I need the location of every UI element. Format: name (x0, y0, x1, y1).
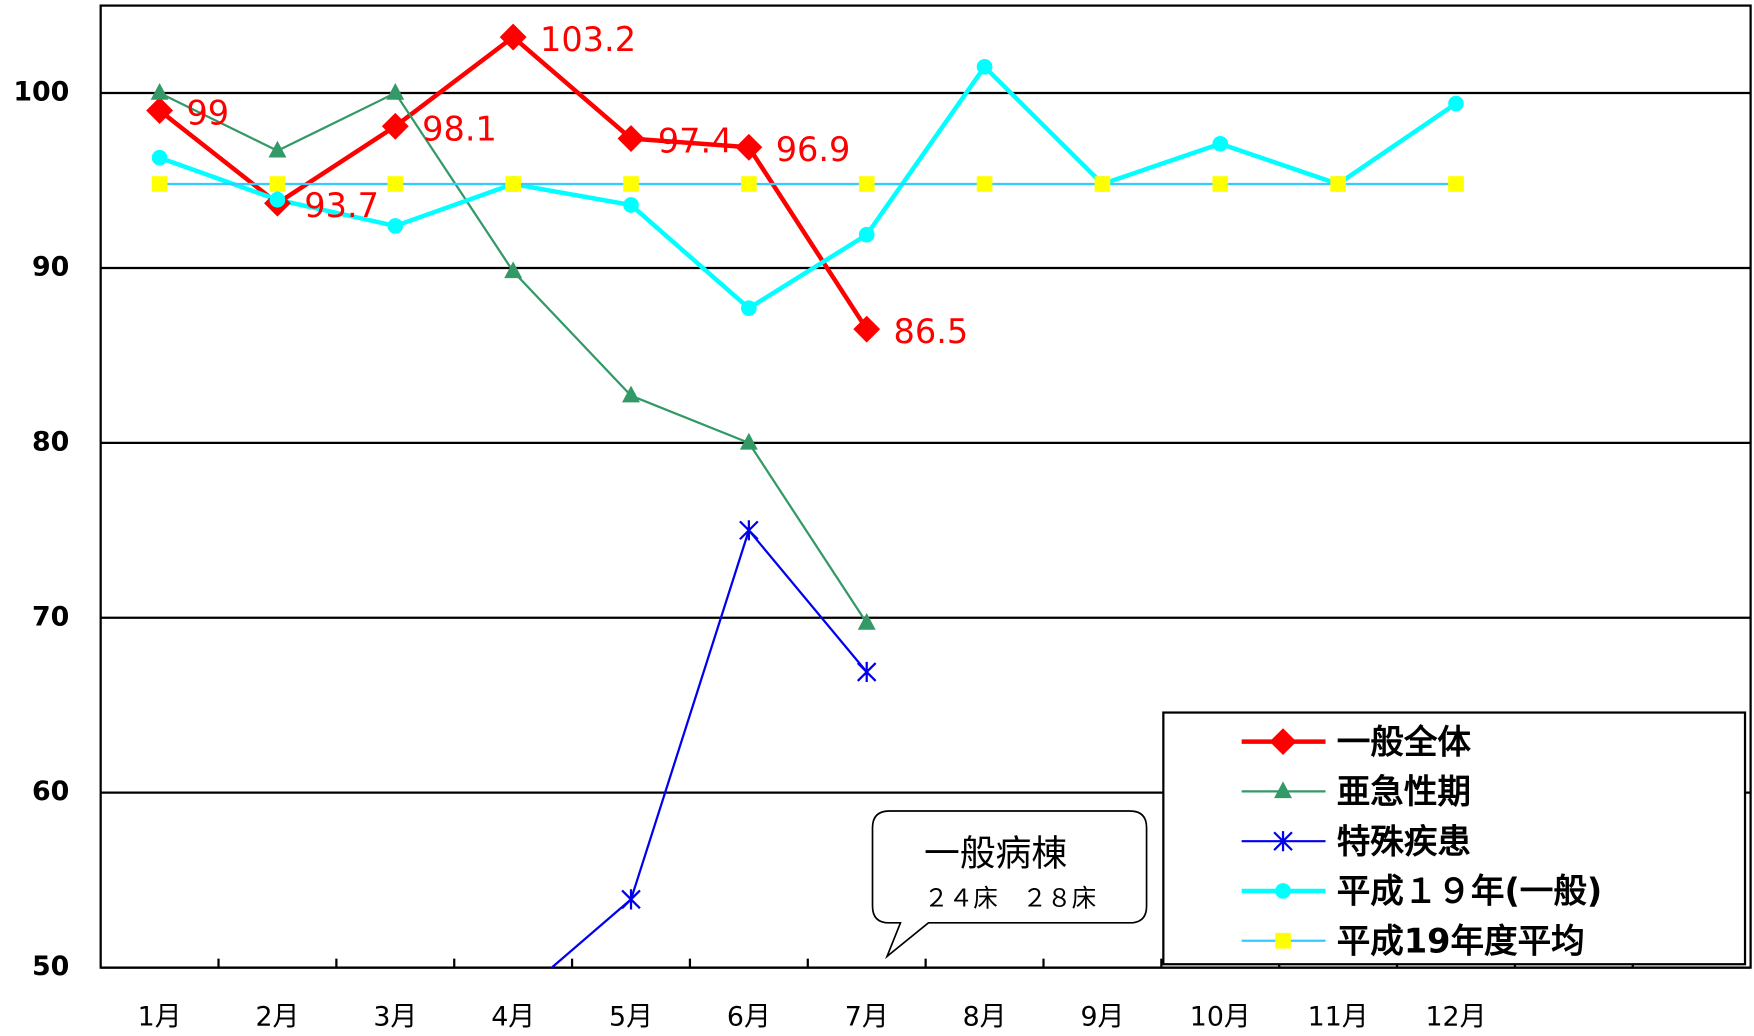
legend-label: 亜急性期 (1337, 772, 1471, 811)
data-label: 86.5 (894, 312, 969, 351)
marker (1330, 176, 1346, 192)
marker (741, 176, 757, 192)
data-label: 98.1 (422, 109, 497, 148)
legend-label: 特殊疾患 (1337, 822, 1471, 861)
x-tick-label: 11月 (1308, 1001, 1369, 1032)
x-tick-label: 1月 (138, 1001, 182, 1032)
x-tick-label: 2月 (255, 1001, 299, 1032)
marker (976, 176, 993, 192)
marker (1275, 883, 1291, 899)
marker (617, 125, 645, 152)
x-tick-label: 10月 (1190, 1001, 1251, 1032)
x-tick-label: 6月 (727, 1001, 771, 1032)
marker (499, 23, 527, 51)
marker (858, 226, 875, 243)
callout-sub: ２４床 ２８床 (924, 883, 1096, 912)
marker (1212, 176, 1229, 192)
marker (1274, 781, 1292, 799)
x-tick-label: 9月 (1080, 1001, 1124, 1032)
x-tick-label: 3月 (373, 1001, 417, 1032)
marker (858, 176, 875, 192)
data-label: 96.9 (776, 130, 851, 169)
legend-label: 平成１９年(一般) (1337, 872, 1602, 911)
series-line (550, 528, 868, 968)
marker (739, 520, 759, 541)
callout-title: 一般病棟 (924, 834, 1067, 875)
marker (741, 300, 757, 317)
data-label: 97.4 (658, 121, 733, 160)
series-line (158, 63, 1458, 311)
x-tick-label: 4月 (491, 1001, 535, 1032)
marker (739, 432, 758, 450)
legend-label: 平成19年度平均 (1337, 921, 1585, 960)
marker (151, 176, 168, 192)
marker (269, 176, 286, 192)
callout (871, 810, 1148, 960)
marker (621, 889, 641, 910)
marker (856, 661, 877, 683)
marker (387, 218, 404, 234)
marker (269, 191, 286, 208)
marker (1448, 95, 1464, 112)
y-tick-label: 50 (32, 951, 69, 982)
y-tick-label: 80 (32, 426, 69, 457)
data-label: 93.7 (304, 186, 379, 225)
x-tick-label: 12月 (1425, 1001, 1486, 1032)
y-tick-label: 100 (13, 77, 69, 108)
x-tick-label: 7月 (845, 1001, 889, 1032)
plot-area (146, 23, 1464, 968)
marker (1094, 176, 1111, 192)
marker (857, 612, 876, 630)
chart-body: 50 60 70 80 90 100 1月 2月 3月 4月 5月 6月 7月 8月 9月 10月 11月 12月… (13, 4, 1752, 1032)
y-tick-label: 60 (32, 776, 69, 807)
marker (623, 176, 639, 192)
marker (1212, 135, 1229, 152)
marker (151, 149, 168, 166)
marker (504, 261, 523, 279)
x-tick-label: 5月 (609, 1001, 653, 1032)
marker (1273, 831, 1293, 852)
x-tick-label: 8月 (963, 1001, 1007, 1032)
marker (268, 140, 287, 158)
data-label: 103.2 (540, 20, 636, 59)
legend-label: 一般全体 (1337, 722, 1472, 761)
marker (853, 315, 881, 343)
marker (976, 58, 993, 75)
marker (381, 112, 409, 140)
marker (622, 385, 640, 403)
marker (1275, 932, 1291, 949)
marker (387, 176, 404, 192)
marker (623, 197, 639, 213)
marker (505, 176, 521, 192)
data-label: 99 (186, 94, 229, 133)
marker (150, 82, 169, 100)
y-tick-label: 90 (32, 251, 69, 282)
marker (1448, 176, 1464, 192)
legend-box (1162, 711, 1747, 966)
y-tick-label: 70 (32, 601, 69, 632)
marker (386, 82, 405, 100)
